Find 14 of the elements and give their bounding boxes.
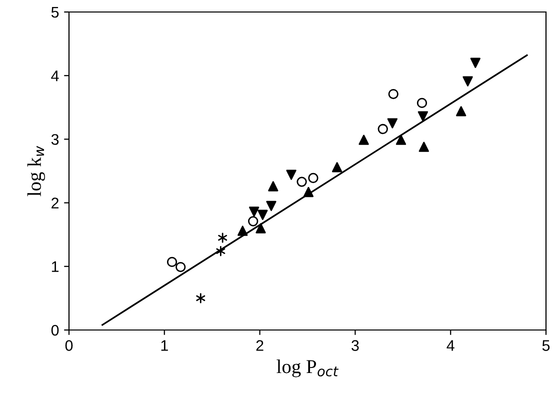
x-tick-label: 5 [542, 340, 550, 351]
y-tick-label: 2 [52, 198, 59, 208]
y-tick-label: 1 [52, 261, 59, 272]
x-tick-label: 4 [446, 340, 454, 351]
x-tick-label: 1 [161, 340, 168, 351]
x-tick-label: 0 [65, 340, 73, 351]
y-tick-label: 0 [51, 324, 59, 336]
y-axis-title: log k$_{w}$ [27, 146, 46, 196]
y-tick-label: 4 [51, 70, 59, 82]
y-tick-label: 3 [51, 134, 59, 145]
x-tick-label: 3 [352, 340, 359, 351]
x-axis-title: log P$_{oct}$ [276, 360, 339, 378]
x-tick-label: 2 [256, 340, 264, 351]
y-tick-label: 5 [51, 7, 59, 18]
